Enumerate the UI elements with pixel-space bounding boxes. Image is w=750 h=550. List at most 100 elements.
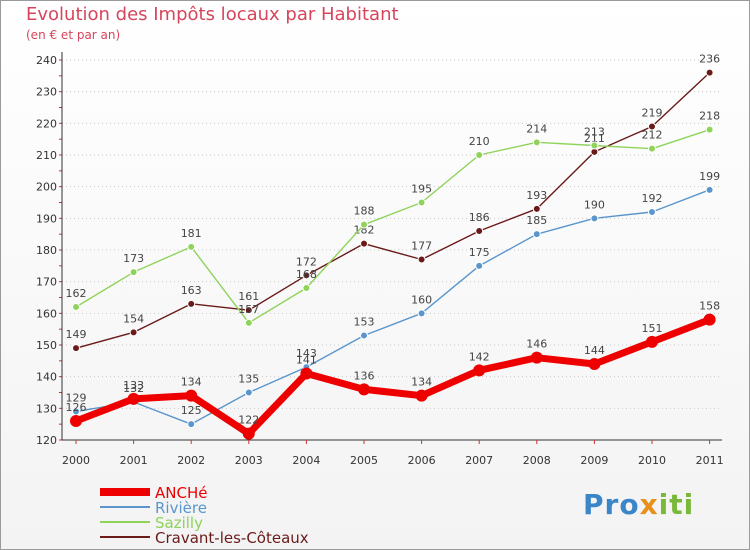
y-tick-label: 190 xyxy=(36,212,57,225)
data-point xyxy=(129,328,138,337)
x-tick-label: 2001 xyxy=(120,454,148,467)
x-tick-label: 2002 xyxy=(177,454,205,467)
data-point xyxy=(648,144,656,153)
data-point xyxy=(72,344,80,353)
data-label: 181 xyxy=(181,227,202,240)
data-point xyxy=(475,151,484,159)
x-tick-label: 2011 xyxy=(696,454,724,467)
y-tick-label: 130 xyxy=(36,402,57,415)
data-point xyxy=(705,185,714,194)
series-line xyxy=(75,189,710,425)
data-label: 210 xyxy=(469,135,490,148)
y-tick-label: 180 xyxy=(36,244,57,257)
data-point xyxy=(703,313,716,326)
series-anch-: 126 133 134 122 141 136 134 142 146 144 151 158 xyxy=(66,300,720,440)
chart-title: Evolution des Impôts locaux par Habitant xyxy=(26,4,399,25)
proxiti-logo: Proxiti xyxy=(583,488,694,521)
data-label: 168 xyxy=(296,268,317,281)
data-label: 143 xyxy=(296,347,317,360)
x-tick-label: 2007 xyxy=(465,454,493,467)
data-point xyxy=(129,268,138,277)
x-tick-label: 2003 xyxy=(235,454,263,467)
data-label: 161 xyxy=(238,290,259,303)
data-label: 142 xyxy=(469,350,490,363)
series-cravant-les-c-teaux: 149 154 163 161 172 182 177 186 193 211 219 236 xyxy=(66,53,720,353)
data-point xyxy=(648,122,656,131)
data-label: 193 xyxy=(526,189,547,202)
data-point xyxy=(360,220,368,229)
data-point xyxy=(360,239,368,248)
data-label: 151 xyxy=(642,322,663,335)
x-tick-label: 2010 xyxy=(638,454,666,467)
data-point xyxy=(360,331,368,340)
data-point xyxy=(530,351,543,364)
y-tick-label: 120 xyxy=(36,434,57,447)
x-tick-label: 2005 xyxy=(350,454,378,467)
data-point xyxy=(475,261,484,270)
data-label: 185 xyxy=(526,214,547,227)
data-point xyxy=(242,427,255,440)
legend-label: Rivière xyxy=(155,499,207,517)
data-point xyxy=(127,392,140,405)
data-label: 218 xyxy=(699,110,720,123)
x-tick-label: 2008 xyxy=(523,454,551,467)
data-point xyxy=(244,388,253,397)
data-point xyxy=(415,389,428,402)
data-point xyxy=(417,255,426,264)
data-point xyxy=(532,204,541,213)
data-label: 154 xyxy=(123,312,144,325)
data-point xyxy=(187,242,196,251)
data-label: 236 xyxy=(699,53,720,66)
logo-text-part2: x xyxy=(639,488,659,521)
data-label: 146 xyxy=(526,338,547,351)
logo-text-part3: iti xyxy=(658,488,695,521)
data-point xyxy=(358,383,370,396)
data-label: 153 xyxy=(354,316,375,329)
data-label: 214 xyxy=(526,122,547,135)
series-line xyxy=(75,129,710,324)
y-tick-label: 230 xyxy=(36,86,57,99)
data-point xyxy=(588,358,601,370)
data-label: 136 xyxy=(354,369,375,382)
y-tick-label: 210 xyxy=(36,149,57,162)
data-point xyxy=(475,227,484,235)
data-label: 134 xyxy=(411,376,432,389)
series-rivi-re: 129 132 125 135 143 153 160 175 185 190 192 199 xyxy=(66,170,720,429)
data-label: 177 xyxy=(411,240,432,253)
data-point xyxy=(185,389,198,402)
data-label: 160 xyxy=(411,293,432,306)
y-tick-label: 150 xyxy=(36,339,57,352)
data-label: 190 xyxy=(584,198,605,211)
data-point xyxy=(417,309,426,318)
data-label: 219 xyxy=(642,107,663,120)
data-label: 173 xyxy=(123,252,144,265)
data-label: 162 xyxy=(66,287,87,300)
data-label: 141 xyxy=(296,354,317,367)
data-point xyxy=(72,303,80,311)
data-label: 213 xyxy=(584,126,605,139)
data-point xyxy=(302,271,311,280)
data-label: 186 xyxy=(469,211,490,224)
data-point xyxy=(705,125,714,134)
y-tick-label: 200 xyxy=(36,181,57,194)
data-label: 134 xyxy=(181,376,202,389)
data-label: 163 xyxy=(181,284,202,297)
data-point xyxy=(590,214,599,223)
y-tick-label: 160 xyxy=(36,307,57,320)
data-point xyxy=(187,420,196,429)
x-tick-label: 2006 xyxy=(408,454,436,467)
data-label: 188 xyxy=(354,205,375,218)
data-label: 149 xyxy=(66,328,87,341)
data-label: 175 xyxy=(469,246,490,259)
legend-label: Sazilly xyxy=(155,514,203,532)
data-label: 144 xyxy=(584,344,605,357)
series-line xyxy=(74,316,711,438)
data-label: 211 xyxy=(584,132,605,145)
series-line xyxy=(75,72,711,349)
data-point xyxy=(648,208,656,216)
data-label: 172 xyxy=(296,255,317,268)
data-point xyxy=(532,138,541,147)
data-label: 158 xyxy=(699,300,720,313)
data-point xyxy=(70,415,82,427)
